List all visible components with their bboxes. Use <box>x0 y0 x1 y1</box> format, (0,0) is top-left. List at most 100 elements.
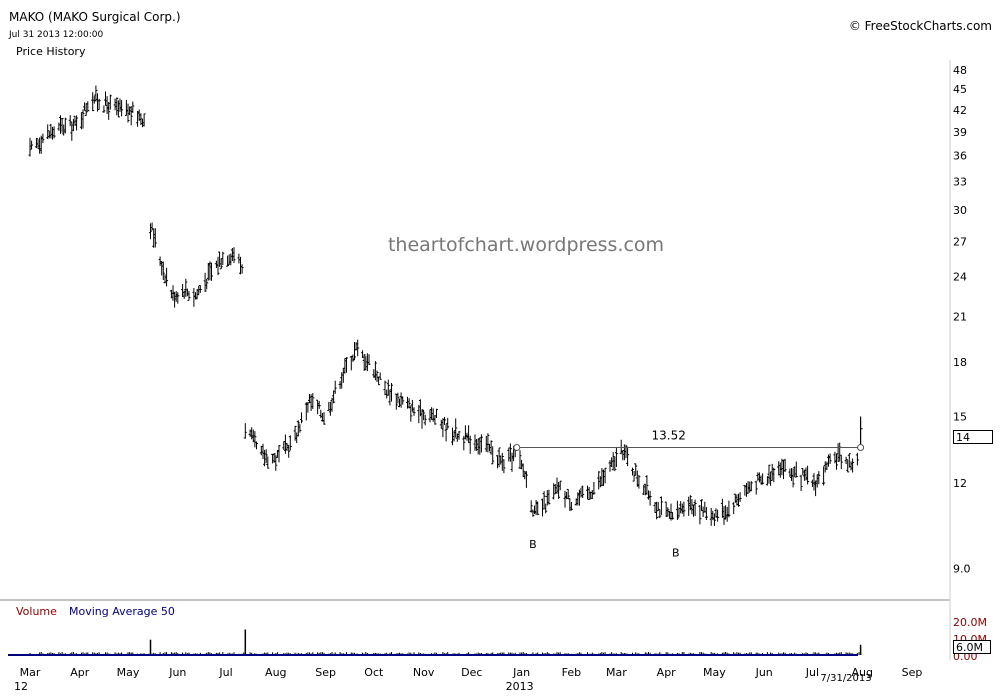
price-bar <box>603 467 607 484</box>
price-bar <box>181 283 185 297</box>
price-bar <box>690 499 694 515</box>
price-bar <box>497 447 501 468</box>
price-bar <box>218 251 222 267</box>
price-bar <box>317 400 321 409</box>
price-bar <box>508 443 512 462</box>
price-bar <box>316 399 320 415</box>
price-bar <box>295 432 299 444</box>
price-bar <box>41 133 45 144</box>
price-bar <box>271 453 275 464</box>
price-bar <box>266 456 270 469</box>
symbol-title: MAKO (MAKO Surgical Corp.) <box>9 10 181 24</box>
resistance-start-handle[interactable] <box>513 444 521 451</box>
price-bar <box>574 498 578 506</box>
price-bar <box>39 135 43 154</box>
price-bar <box>716 509 720 522</box>
x-tick-label: Aug <box>851 666 872 679</box>
price-bar <box>328 401 332 416</box>
price-bar <box>544 503 548 514</box>
price-bar <box>479 434 483 453</box>
price-bar <box>422 410 426 421</box>
price-bar <box>844 456 848 464</box>
price-bar <box>86 101 90 112</box>
price-bar <box>558 480 562 491</box>
price-bar <box>420 409 424 429</box>
price-bar <box>542 491 546 509</box>
price-bar <box>104 91 107 106</box>
price-bar <box>592 481 596 495</box>
price-bar <box>248 429 252 437</box>
y-tick-label: 48 <box>953 64 967 77</box>
x-tick-label: Mar <box>20 666 41 679</box>
y-tick-label: 27 <box>953 235 967 248</box>
price-bar <box>431 408 435 422</box>
price-bar <box>608 460 612 472</box>
price-bar <box>677 507 681 518</box>
price-bar <box>802 469 806 481</box>
price-bar <box>680 503 684 514</box>
price-bar <box>410 399 414 412</box>
price-bar <box>693 499 697 516</box>
price-bar <box>587 487 591 500</box>
price-bar <box>521 463 525 477</box>
x-tick-label: Mar <box>606 666 627 679</box>
price-bar <box>385 389 389 399</box>
price-bar <box>282 441 286 450</box>
price-bar <box>637 474 641 489</box>
price-bar <box>105 96 109 114</box>
x-tick-label: Aug <box>265 666 286 679</box>
price-bar <box>624 444 628 459</box>
price-bar <box>108 94 112 110</box>
resistance-end-handle[interactable] <box>857 444 865 451</box>
price-bar <box>666 507 670 517</box>
price-bar <box>227 254 231 265</box>
price-bar <box>115 97 119 116</box>
price-bar <box>192 288 196 307</box>
y-tick-label: 33 <box>953 176 967 189</box>
price-bar <box>237 253 241 264</box>
price-bar <box>777 461 781 476</box>
price-bar <box>613 456 617 472</box>
price-bar <box>150 222 154 231</box>
price-bar <box>810 479 814 487</box>
price-bar <box>687 496 691 516</box>
price-bar <box>153 228 157 248</box>
price-bar <box>709 507 713 526</box>
price-bar <box>205 279 209 290</box>
price-bar <box>319 409 323 419</box>
y-tick-label: 21 <box>953 310 967 323</box>
price-bar <box>529 500 533 513</box>
price-bar <box>643 483 647 496</box>
x-tick-label: Jan <box>512 666 530 679</box>
price-bar <box>757 472 761 483</box>
price-bar <box>478 437 482 455</box>
price-bar <box>533 505 536 514</box>
price-bar <box>28 137 32 157</box>
price-bar <box>383 380 387 396</box>
price-bar <box>467 425 471 444</box>
price-bar <box>791 468 795 488</box>
price-bar <box>219 258 223 270</box>
price-bar <box>341 368 345 383</box>
price-bar <box>828 453 832 464</box>
watermark-text: theartofchart.wordpress.com <box>388 234 664 256</box>
price-bar <box>664 501 668 518</box>
price-bar <box>68 115 72 127</box>
volume-tick-label: 20.0M <box>953 616 987 629</box>
price-bar <box>226 255 230 267</box>
price-bar <box>52 126 56 139</box>
price-bar <box>158 256 162 266</box>
price-bar <box>263 449 267 467</box>
price-bar <box>491 446 495 465</box>
price-bar <box>817 471 821 485</box>
price-bar <box>518 450 522 469</box>
price-bar <box>614 447 618 467</box>
price-bar <box>667 510 671 519</box>
price-bar <box>444 423 448 442</box>
price-bar <box>700 499 703 511</box>
price-bar <box>322 412 326 425</box>
price-bar <box>454 418 458 438</box>
price-bar <box>221 251 225 265</box>
price-bar <box>253 431 257 448</box>
price-bar <box>523 471 527 480</box>
